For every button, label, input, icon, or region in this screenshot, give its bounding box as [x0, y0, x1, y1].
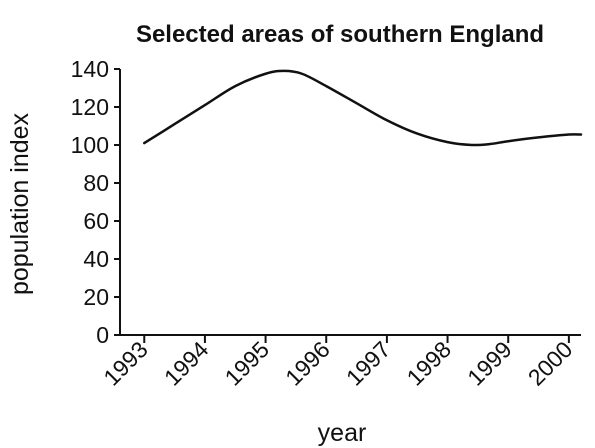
population-index-line: [143, 69, 583, 147]
x-tick-label: 1996: [280, 336, 335, 391]
y-axis-ticks: 0 20 40 60 80 100 120 140: [71, 56, 120, 348]
series-group: [143, 69, 583, 147]
y-axis-label: population index: [6, 112, 34, 295]
y-tick-label: 40: [83, 246, 109, 272]
y-tick-label: 0: [96, 322, 109, 348]
y-tick-label: 60: [83, 208, 109, 234]
y-tick-label: 80: [83, 170, 109, 196]
y-tick-label: 120: [71, 94, 109, 120]
x-tick-label: 2000: [523, 336, 578, 391]
x-tick-label: 1998: [402, 336, 457, 391]
y-tick-label: 100: [71, 132, 109, 158]
x-axis-ticks: 1993 1994 1995 1996 1997 1998 1999 2000: [98, 335, 577, 391]
x-tick-label: 1995: [220, 336, 275, 391]
x-tick-label: 1994: [159, 336, 214, 391]
x-axis-label: year: [318, 419, 367, 447]
y-tick-label: 140: [71, 56, 109, 82]
x-tick-label: 1997: [341, 336, 396, 391]
x-tick-label: 1999: [462, 336, 517, 391]
chart-title: Selected areas of southern England: [136, 21, 544, 48]
y-tick-label: 20: [83, 284, 109, 310]
